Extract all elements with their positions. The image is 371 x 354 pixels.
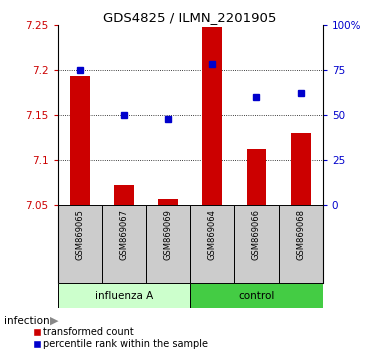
- Bar: [114, 184, 134, 205]
- Bar: [291, 133, 311, 205]
- Text: infection: infection: [4, 316, 49, 326]
- Bar: [102, 205, 146, 283]
- Text: GSM869064: GSM869064: [208, 209, 217, 260]
- Title: GDS4825 / ILMN_2201905: GDS4825 / ILMN_2201905: [104, 11, 277, 24]
- Text: GSM869067: GSM869067: [119, 209, 128, 260]
- Bar: [190, 205, 234, 283]
- Text: control: control: [238, 291, 275, 301]
- Legend: transformed count, percentile rank within the sample: transformed count, percentile rank withi…: [35, 327, 208, 349]
- Text: GSM869068: GSM869068: [296, 209, 305, 260]
- Text: ▶: ▶: [50, 316, 59, 326]
- Bar: [58, 283, 190, 308]
- Bar: [190, 283, 323, 308]
- Text: GSM869066: GSM869066: [252, 209, 261, 260]
- Bar: [70, 76, 89, 205]
- Bar: [158, 199, 178, 205]
- Bar: [202, 27, 222, 205]
- Text: GSM869065: GSM869065: [75, 209, 84, 260]
- Bar: [234, 205, 279, 283]
- Text: influenza A: influenza A: [95, 291, 153, 301]
- Bar: [246, 149, 266, 205]
- Text: GSM869069: GSM869069: [164, 209, 173, 260]
- Bar: [279, 205, 323, 283]
- Bar: [58, 205, 102, 283]
- Bar: [146, 205, 190, 283]
